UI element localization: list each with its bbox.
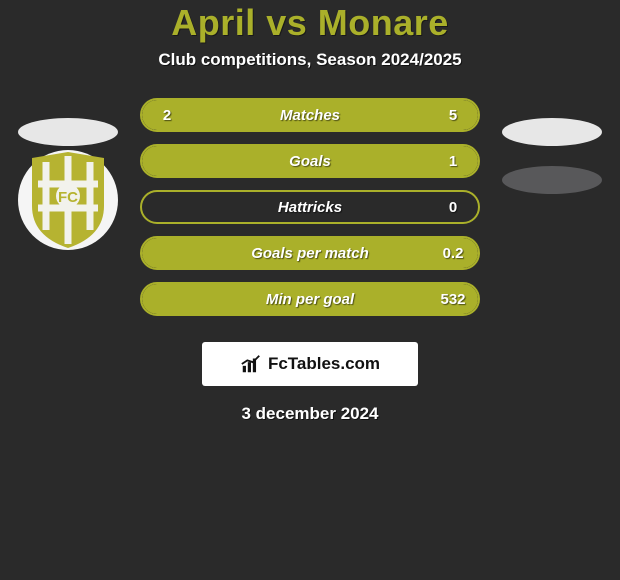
- left-player-ellipse: [18, 118, 118, 146]
- date-text: 3 december 2024: [0, 404, 620, 424]
- stat-bar: Goals per match0.2: [140, 236, 480, 270]
- bar-chart-icon: [240, 353, 262, 375]
- stat-bar: 2Matches5: [140, 98, 480, 132]
- watermark-text: FcTables.com: [268, 354, 380, 374]
- svg-text:FC: FC: [58, 189, 78, 206]
- bar-value-left: 2: [142, 107, 192, 124]
- bar-value-right: 5: [428, 107, 478, 124]
- bar-value-right: 0.2: [428, 245, 478, 262]
- stats-chart: 2Matches5 Goals1 Hattricks0 Goals per match…: [140, 98, 480, 328]
- page-title: April vs Monare: [0, 2, 620, 44]
- bar-label: Matches: [192, 107, 428, 124]
- bar-value-right: 1: [428, 153, 478, 170]
- bar-label: Goals per match: [192, 245, 428, 262]
- bar-label: Hattricks: [192, 199, 428, 216]
- subtitle: Club competitions, Season 2024/2025: [0, 50, 620, 70]
- bar-value-right: 0: [428, 199, 478, 216]
- right-player-ellipse-1: [502, 118, 602, 146]
- bar-label: Goals: [192, 153, 428, 170]
- right-player-column: [492, 118, 612, 194]
- bar-value-right: 532: [428, 291, 478, 308]
- left-player-column: FC: [8, 118, 128, 250]
- watermark: FcTables.com: [202, 342, 418, 386]
- stat-bar: Goals1: [140, 144, 480, 178]
- stat-bar: Hattricks0: [140, 190, 480, 224]
- stat-bar: Min per goal532: [140, 282, 480, 316]
- club-badge-icon: FC: [18, 150, 118, 250]
- bar-label: Min per goal: [192, 291, 428, 308]
- right-player-ellipse-2: [502, 166, 602, 194]
